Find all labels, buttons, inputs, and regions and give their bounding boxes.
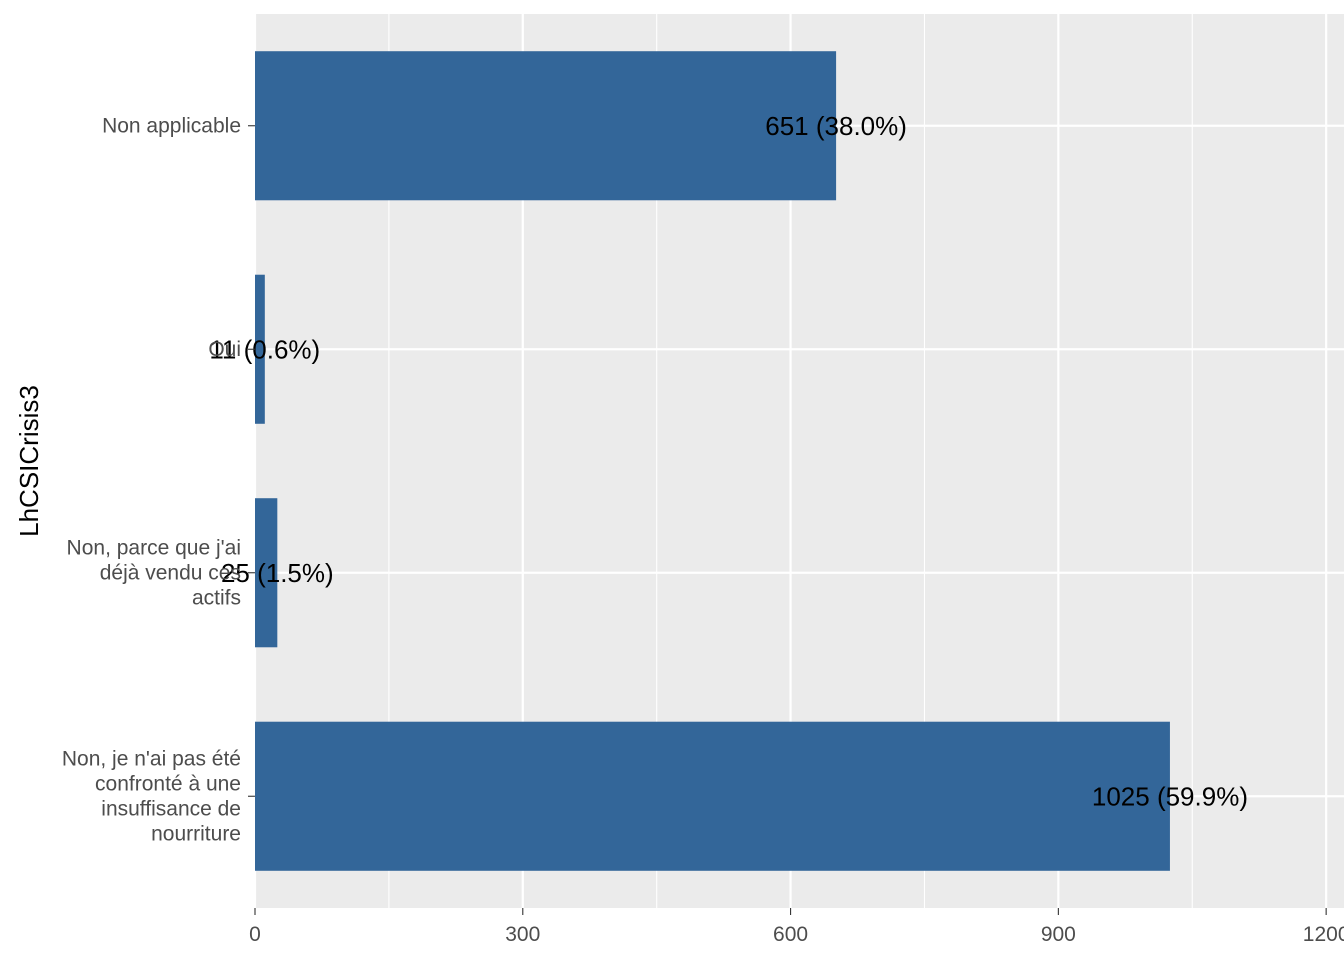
bar (255, 274, 265, 424)
y-axis: Non applicable Oui Non, parce que j'ai déjà… (62, 114, 255, 845)
y-tick-label: Non, parce que j'ai déjà vendu ces actifs (67, 536, 241, 609)
y-tick-label: Non, je n'ai pas été confronté à une insuf… (62, 747, 241, 845)
x-tick-label: 300 (505, 923, 540, 946)
y-tick-label-line: Oui (208, 338, 241, 361)
x-tick-label: 600 (773, 923, 808, 946)
bar (255, 51, 837, 201)
bar (255, 498, 278, 648)
y-tick-label-line: nourriture (151, 822, 241, 845)
data-label: 651 (38.0%) (765, 111, 907, 141)
x-axis: 0 300 600 900 1200 (249, 908, 1344, 946)
y-tick-label-line: Non, je n'ai pas été (62, 747, 241, 770)
y-tick-label-line: actifs (192, 586, 241, 609)
y-tick-label-line: Non applicable (102, 114, 241, 137)
x-tick-label: 1200 (1303, 923, 1344, 946)
y-tick-label-line: déjà vendu ces (100, 561, 241, 584)
data-label: 11 (0.6%) (209, 334, 320, 364)
y-tick-label-line: confronté à une (95, 772, 241, 795)
data-label: 25 (1.5%) (221, 558, 334, 588)
bar-layer (255, 51, 1170, 871)
y-axis-title: LhCSICrisis3 (14, 385, 44, 537)
y-tick-label-line: Non, parce que j'ai (67, 536, 241, 559)
x-tick-label: 0 (249, 923, 261, 946)
y-tick-label-line: insuffisance de (101, 797, 241, 820)
x-tick-label: 900 (1041, 923, 1076, 946)
y-tick-label: Non applicable (102, 114, 241, 137)
y-tick-label: Oui (208, 338, 241, 361)
data-label-layer: 651 (38.0%) 11 (0.6%) 25 (1.5%) 1025 (59.9%… (209, 111, 1248, 812)
bar (255, 721, 1170, 871)
data-label: 1025 (59.9%) (1092, 781, 1248, 811)
